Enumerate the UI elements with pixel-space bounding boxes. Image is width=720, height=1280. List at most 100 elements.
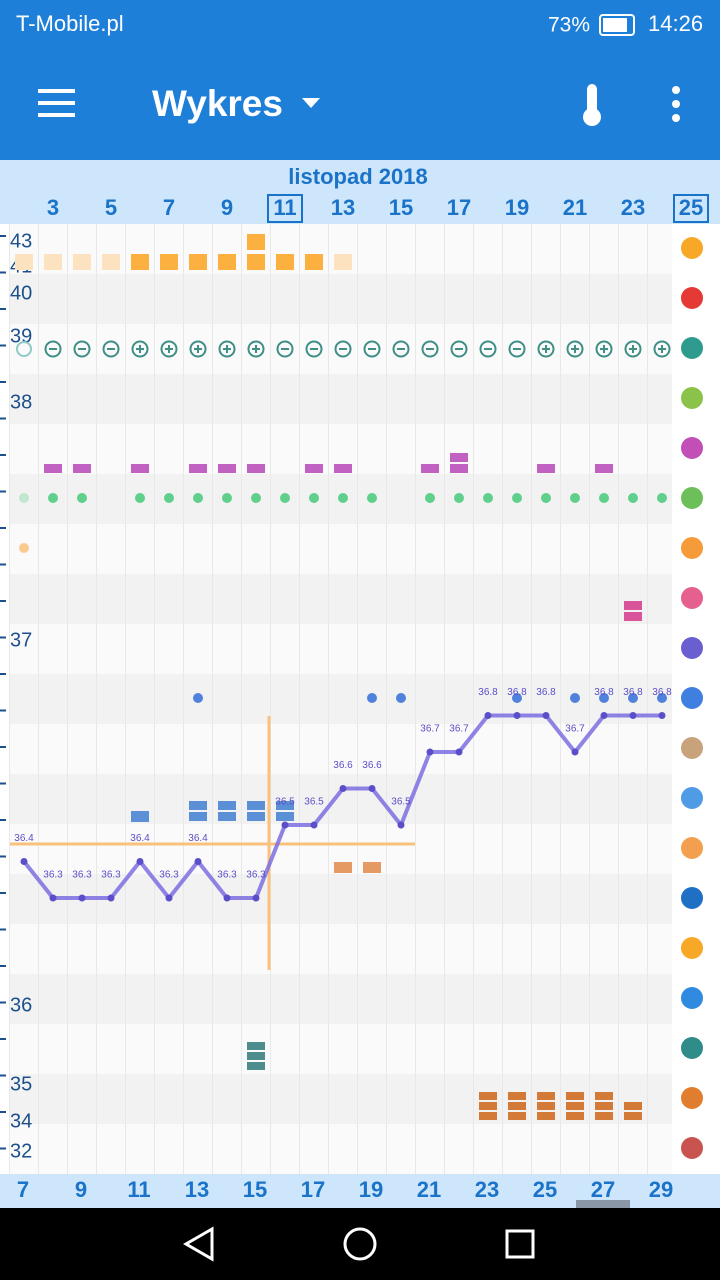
symbol (653, 340, 671, 358)
symbol (247, 464, 265, 473)
symbol (73, 254, 91, 270)
axis-label: 43 (10, 230, 32, 252)
temperature-point (513, 712, 521, 719)
side-icon (681, 387, 703, 409)
symbol (44, 254, 62, 270)
symbol (624, 340, 642, 358)
symbol (44, 340, 62, 358)
symbol (251, 493, 261, 503)
cycle-day-label: 27 (591, 1177, 615, 1202)
cycle-day-label: 7 (17, 1177, 29, 1202)
axis-label: 40 (10, 282, 32, 304)
symbol (566, 1112, 584, 1120)
day-label: 25 (679, 195, 703, 220)
side-icon (681, 237, 703, 259)
more-button[interactable] (672, 86, 680, 122)
side-icon (681, 1087, 703, 1109)
row-band (10, 374, 672, 424)
thermometer-button[interactable] (583, 84, 601, 126)
app-title[interactable]: Wykres (152, 83, 283, 124)
row-band (10, 624, 672, 674)
home-button[interactable] (343, 1227, 377, 1261)
temperature-label: 36.3 (246, 870, 266, 881)
symbol (628, 493, 638, 503)
symbol (628, 693, 638, 703)
recents-button[interactable] (505, 1229, 535, 1259)
temperature-label: 36.3 (159, 870, 179, 881)
symbol (222, 493, 232, 503)
temperature-label: 36.8 (478, 687, 498, 698)
symbol (537, 340, 555, 358)
symbol (508, 1092, 526, 1100)
side-icon (681, 537, 703, 559)
symbol (570, 693, 580, 703)
side-icon (681, 937, 703, 959)
row-band (10, 1024, 672, 1074)
temperature-label: 36.8 (623, 687, 643, 698)
plot-area: 3579111315171921232543414039383736353432… (0, 194, 720, 1209)
cycle-day-label: 29 (649, 1177, 673, 1202)
symbol (276, 340, 294, 358)
temperature-point (281, 821, 289, 829)
symbol (367, 493, 377, 503)
symbol (450, 464, 468, 473)
symbol (396, 693, 406, 703)
temperature-label: 36.3 (72, 870, 92, 881)
symbol (479, 1102, 497, 1110)
scroll-indicator (576, 1200, 630, 1208)
symbol (537, 1092, 555, 1100)
day-label: 15 (389, 195, 413, 220)
temperature-label: 36.4 (14, 833, 34, 844)
temperature-point (339, 785, 347, 792)
symbol (102, 254, 120, 270)
axis-label: 38 (10, 391, 32, 413)
cycle-day-label: 9 (75, 1177, 87, 1202)
symbol (624, 601, 642, 610)
symbol (305, 254, 323, 270)
symbol (479, 1092, 497, 1100)
menu-button[interactable] (38, 89, 75, 117)
side-icon (681, 787, 703, 809)
symbol (566, 1102, 584, 1110)
symbol (595, 464, 613, 473)
cycle-day-label: 13 (185, 1177, 209, 1202)
symbol (73, 464, 91, 473)
day-label: 11 (273, 195, 296, 220)
day-label: 21 (563, 195, 587, 220)
axis-label: 35 (10, 1073, 32, 1095)
symbol (595, 1092, 613, 1100)
day-label: 19 (505, 195, 529, 220)
day-highlight (673, 194, 709, 223)
day-highlight (267, 194, 303, 223)
symbol (309, 493, 319, 503)
side-icon (681, 487, 703, 509)
dropdown-arrow[interactable] (302, 98, 320, 108)
symbol (537, 464, 555, 473)
temperature-point (78, 894, 86, 902)
symbol (247, 254, 265, 270)
temperature-point (20, 858, 28, 865)
cycle-day-label: 21 (417, 1177, 441, 1202)
battery-level (603, 18, 627, 32)
row-band (10, 274, 672, 324)
side-icon (681, 337, 703, 359)
battery: 73% (548, 14, 590, 37)
back-button[interactable] (182, 1226, 214, 1262)
temperature-label: 36.8 (536, 687, 556, 698)
symbol (73, 340, 91, 358)
symbol (218, 464, 236, 473)
symbol (19, 493, 29, 503)
nav-bar (0, 1208, 720, 1280)
symbol (131, 340, 149, 358)
temperature-point (600, 712, 608, 719)
cycle-day-label: 17 (301, 1177, 325, 1202)
temperature-label: 36.5 (275, 797, 295, 808)
temperature-label: 36.7 (565, 724, 585, 735)
symbol (595, 1102, 613, 1110)
row-band (10, 874, 672, 924)
symbol (276, 254, 294, 270)
symbol (624, 612, 642, 621)
symbol (218, 254, 236, 270)
temperature-point (310, 821, 318, 829)
symbol (164, 493, 174, 503)
